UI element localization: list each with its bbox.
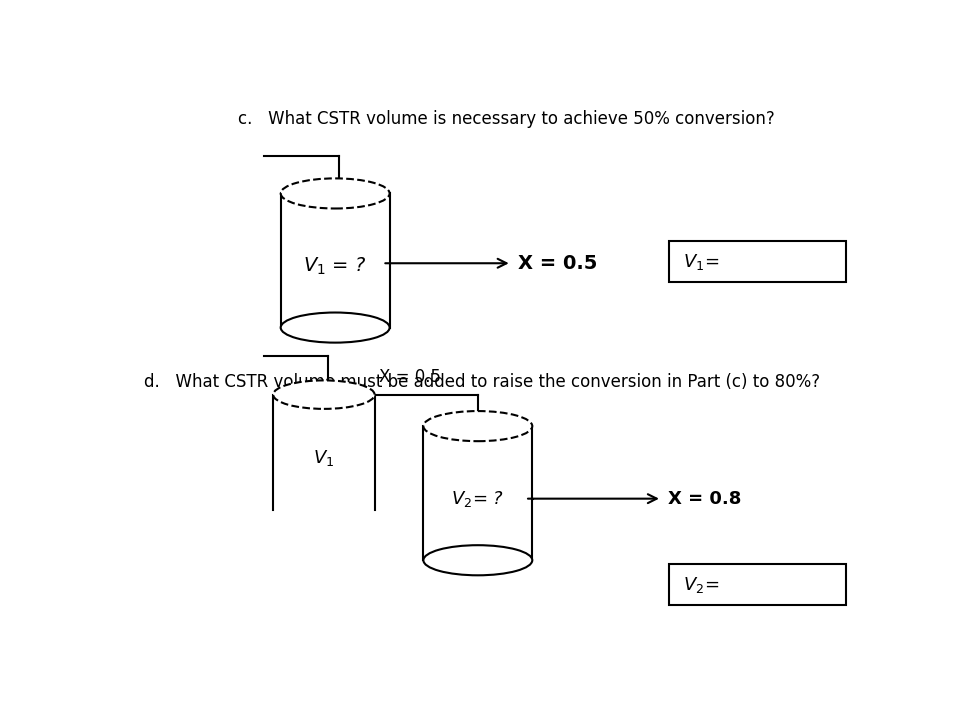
Ellipse shape <box>281 178 390 208</box>
Text: X = 0.8: X = 0.8 <box>668 490 741 508</box>
Text: V$_1$: V$_1$ <box>313 448 334 468</box>
Ellipse shape <box>423 545 532 575</box>
Text: X = 0.5: X = 0.5 <box>379 368 441 386</box>
Ellipse shape <box>423 411 532 441</box>
Bar <box>670 565 846 606</box>
Ellipse shape <box>281 313 390 343</box>
Text: V$_2$=: V$_2$= <box>683 575 719 595</box>
Text: X = 0.5: X = 0.5 <box>517 254 597 273</box>
Text: V$_1$=: V$_1$= <box>683 252 719 272</box>
Ellipse shape <box>273 380 375 409</box>
Text: V$_2$= ?: V$_2$= ? <box>452 488 504 508</box>
Bar <box>670 241 846 282</box>
Text: V$_1$ = ?: V$_1$ = ? <box>303 255 367 277</box>
Text: d.   What CSTR volume must be added to raise the conversion in Part (c) to 80%?: d. What CSTR volume must be added to rai… <box>143 373 820 391</box>
Text: c.   What CSTR volume is necessary to achieve 50% conversion?: c. What CSTR volume is necessary to achi… <box>237 110 774 128</box>
